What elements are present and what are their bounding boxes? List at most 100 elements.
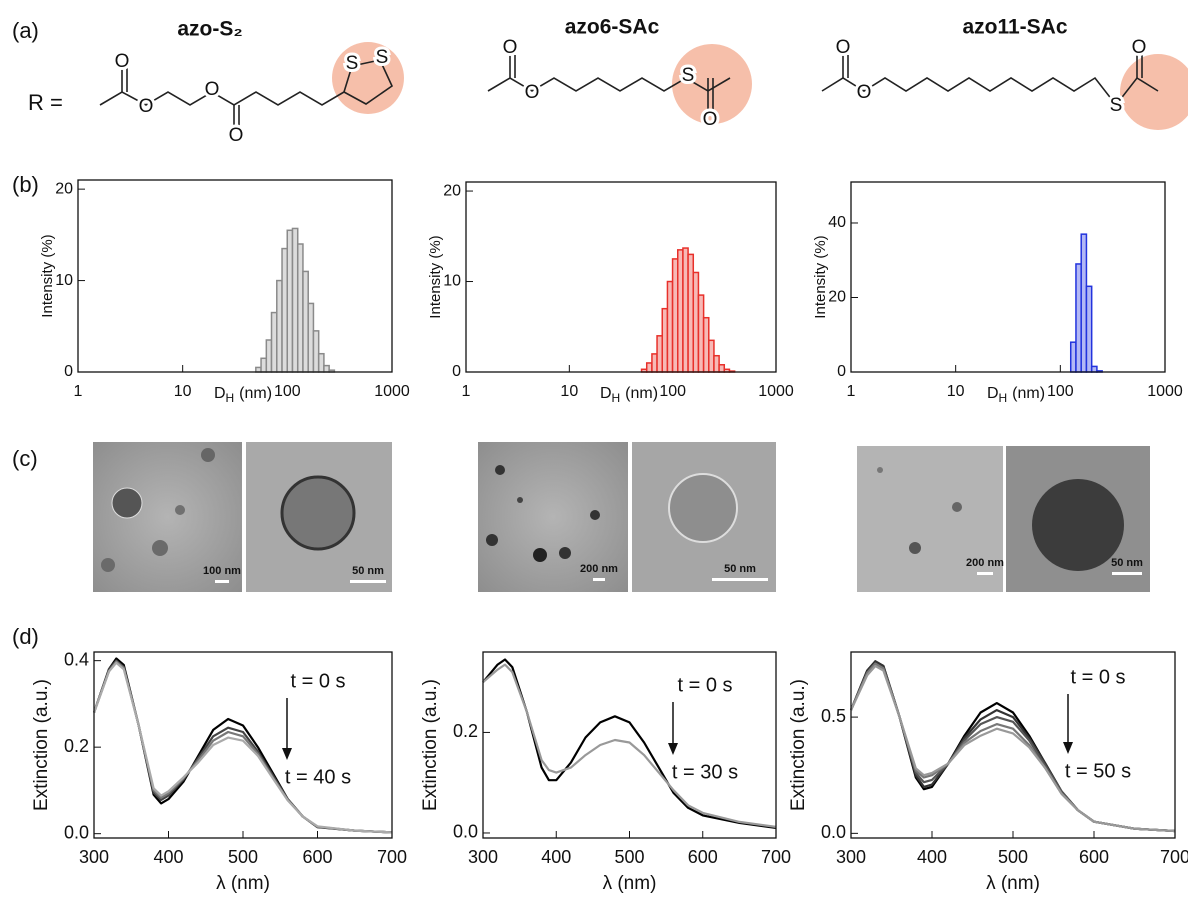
- bar: [317, 352, 325, 373]
- atom: S: [1110, 95, 1123, 116]
- annotation: t = 50 s: [1065, 760, 1131, 782]
- bar: [1075, 263, 1082, 373]
- y-tick-label: 0: [452, 363, 461, 380]
- atom: O: [503, 37, 518, 58]
- atom: O: [703, 109, 718, 130]
- plot-frame: [850, 181, 1166, 373]
- spectrum-line: [850, 664, 1176, 833]
- x-tick-label: 300: [836, 847, 866, 867]
- x-tick-label: 1000: [758, 383, 794, 400]
- plot-frame: [482, 651, 777, 839]
- x-axis-label: DH (nm): [987, 385, 1045, 405]
- scale-bar: [350, 580, 386, 583]
- spectrum-line: [849, 660, 1176, 833]
- tem-images: [93, 442, 1150, 592]
- x-tick-label: 1000: [1147, 383, 1183, 400]
- atom: O: [836, 37, 851, 58]
- y-tick-label: 20: [55, 180, 73, 197]
- particle: [909, 542, 921, 554]
- bar: [1080, 233, 1088, 373]
- y-tick-label: 0.0: [453, 822, 478, 842]
- scale-label: 50 nm: [1111, 557, 1143, 569]
- x-axis-unit: (nm): [239, 385, 272, 402]
- particle: [201, 448, 215, 462]
- y-axis-label: Intensity (%): [39, 234, 56, 317]
- molecule-names: azo-S₂ azo6-SAc azo11-SAc: [177, 16, 1068, 41]
- x-tick-label: 600: [302, 847, 332, 867]
- scale-label: 50 nm: [352, 565, 384, 577]
- atom: S: [682, 65, 695, 86]
- x-tick-label: 300: [79, 847, 109, 867]
- y-tick-label: 0.5: [821, 706, 846, 726]
- chart: 1 10 100 1000 0 20 40 Intensity (%) DH (nm): [812, 181, 1183, 405]
- x-tick-label: 500: [998, 847, 1028, 867]
- y-tick-label: 40: [828, 214, 846, 231]
- atom: O: [1132, 37, 1147, 58]
- x-axis-unit: (nm): [1012, 385, 1045, 402]
- x-tick-label: 700: [1160, 847, 1188, 867]
- y-axis-label: Intensity (%): [427, 235, 444, 318]
- particle: [280, 475, 356, 551]
- y-tick-label: 0.4: [64, 649, 89, 669]
- bond: [99, 91, 345, 106]
- atom: S: [376, 47, 389, 68]
- arrow-head: [668, 743, 678, 755]
- bar: [255, 366, 262, 373]
- spectrum-line: [849, 660, 1176, 833]
- annotation: t = 30 s: [672, 761, 738, 783]
- x-tick-label: 1: [74, 383, 83, 400]
- y-tick-label: 10: [55, 272, 73, 289]
- molecule-name: azo-S₂: [177, 18, 242, 41]
- bar: [286, 229, 294, 373]
- annotation: t = 0 s: [677, 674, 732, 696]
- arrow-head: [1063, 742, 1073, 754]
- chart: 1 10 100 1000 0 10 20 Intensity (%) DH (nm): [427, 181, 794, 405]
- bar: [661, 307, 669, 373]
- annotation: t = 0 s: [1070, 666, 1125, 688]
- bar: [296, 243, 304, 373]
- x-tick-label: 400: [153, 847, 183, 867]
- bar: [692, 271, 700, 373]
- particle: [533, 548, 547, 562]
- y-tick-label: 0: [837, 363, 846, 380]
- x-axis-symbol: D: [987, 385, 999, 402]
- bar: [682, 247, 689, 373]
- atom: O: [139, 96, 154, 117]
- highlight-circles: [332, 42, 1188, 130]
- panel-label: (d): [12, 624, 39, 649]
- bond: [821, 76, 1159, 107]
- y-tick-label: 0.0: [821, 822, 846, 842]
- bar: [697, 294, 705, 373]
- bar: [677, 249, 684, 373]
- y-tick-label: 0.2: [453, 721, 478, 741]
- bar: [713, 354, 720, 373]
- bar: [656, 335, 664, 373]
- atom: S: [346, 53, 359, 74]
- x-tick-label: 10: [560, 383, 578, 400]
- highlight: [1120, 54, 1188, 130]
- particle: [486, 534, 498, 546]
- particle: [101, 558, 115, 572]
- x-tick-label: 400: [541, 847, 571, 867]
- scale-label: 200 nm: [966, 557, 1004, 569]
- bar: [651, 353, 658, 373]
- x-axis-subscript: H: [999, 391, 1008, 405]
- bar: [718, 364, 726, 373]
- particle: [559, 547, 571, 559]
- bar: [276, 279, 283, 373]
- particle: [152, 540, 168, 556]
- y-tick-label: 0.2: [64, 736, 89, 756]
- annotation: t = 40 s: [285, 766, 351, 788]
- x-tick-label: 600: [688, 847, 718, 867]
- plot-frame: [93, 651, 393, 839]
- x-axis-label: λ (nm): [216, 873, 270, 894]
- bar: [307, 302, 315, 373]
- y-tick-label: 20: [828, 289, 846, 306]
- spectrum-line: [482, 663, 777, 828]
- bar: [265, 339, 273, 373]
- particle: [877, 467, 883, 473]
- panel-label: (a): [12, 18, 39, 43]
- bar: [260, 357, 268, 373]
- bar: [666, 280, 674, 373]
